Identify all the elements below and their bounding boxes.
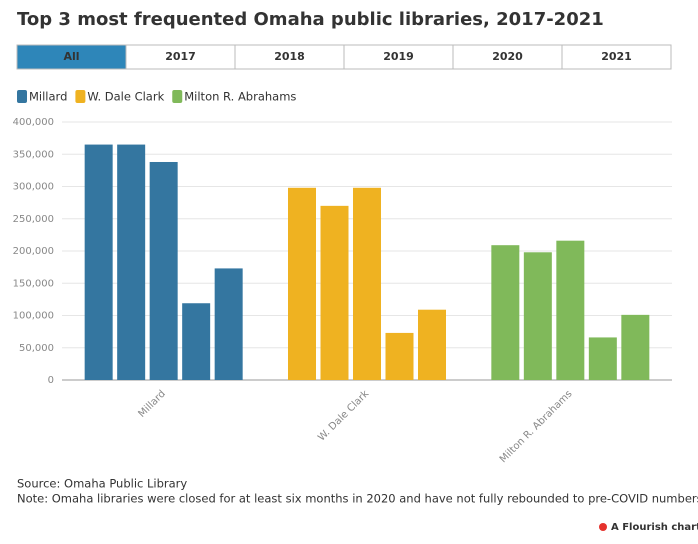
bar[interactable] (385, 332, 414, 380)
bar[interactable] (117, 144, 146, 380)
tab-label[interactable]: 2017 (165, 50, 196, 63)
bar[interactable] (149, 161, 178, 380)
bar[interactable] (288, 187, 316, 380)
bar[interactable] (214, 268, 243, 380)
bar[interactable] (491, 245, 520, 380)
bar[interactable] (523, 252, 552, 380)
x-tick-label: Milton R. Abrahams (498, 388, 575, 465)
credit-icon (599, 523, 607, 531)
bar[interactable] (556, 240, 585, 380)
y-tick-label: 0 (48, 375, 54, 386)
tab-label[interactable]: All (63, 50, 79, 63)
y-tick-label: 400,000 (13, 117, 54, 128)
tab[interactable] (125, 44, 236, 70)
tab-label[interactable]: 2020 (492, 50, 523, 63)
y-tick-label: 50,000 (19, 343, 54, 354)
y-tick-label: 150,000 (13, 278, 54, 289)
bar[interactable] (588, 337, 617, 380)
legend-label[interactable]: W. Dale Clark (87, 90, 164, 104)
x-tick-label: W. Dale Clark (316, 388, 371, 443)
bar[interactable] (320, 205, 349, 380)
y-tick-label: 250,000 (13, 214, 54, 225)
tab-label[interactable]: 2019 (383, 50, 414, 63)
y-tick-label: 200,000 (13, 246, 54, 257)
tab[interactable] (16, 44, 127, 70)
bar[interactable] (418, 309, 446, 380)
tab-label[interactable]: 2018 (274, 50, 305, 63)
tab[interactable] (561, 44, 672, 70)
y-tick-label: 300,000 (13, 182, 54, 193)
legend-swatch[interactable] (75, 90, 86, 103)
bar[interactable] (353, 187, 381, 380)
bar[interactable] (84, 144, 113, 380)
y-tick-label: 100,000 (13, 311, 54, 322)
note: Note: Omaha libraries were closed for at… (17, 492, 698, 506)
y-tick-label: 350,000 (13, 149, 54, 160)
chart-title: Top 3 most frequented Omaha public libra… (17, 9, 604, 30)
credit[interactable]: A Flourish chart (611, 522, 698, 533)
legend-swatch[interactable] (17, 90, 27, 103)
legend-label[interactable]: Milton R. Abrahams (184, 90, 296, 104)
source: Source: Omaha Public Library (17, 477, 187, 491)
tab[interactable] (234, 44, 345, 70)
bar[interactable] (182, 303, 211, 380)
tab[interactable] (452, 44, 563, 70)
bar[interactable] (621, 314, 650, 380)
x-tick-label: Millard (137, 388, 168, 419)
legend-swatch[interactable] (172, 90, 183, 103)
tab-label[interactable]: 2021 (601, 50, 632, 63)
legend-label[interactable]: Millard (29, 90, 67, 104)
